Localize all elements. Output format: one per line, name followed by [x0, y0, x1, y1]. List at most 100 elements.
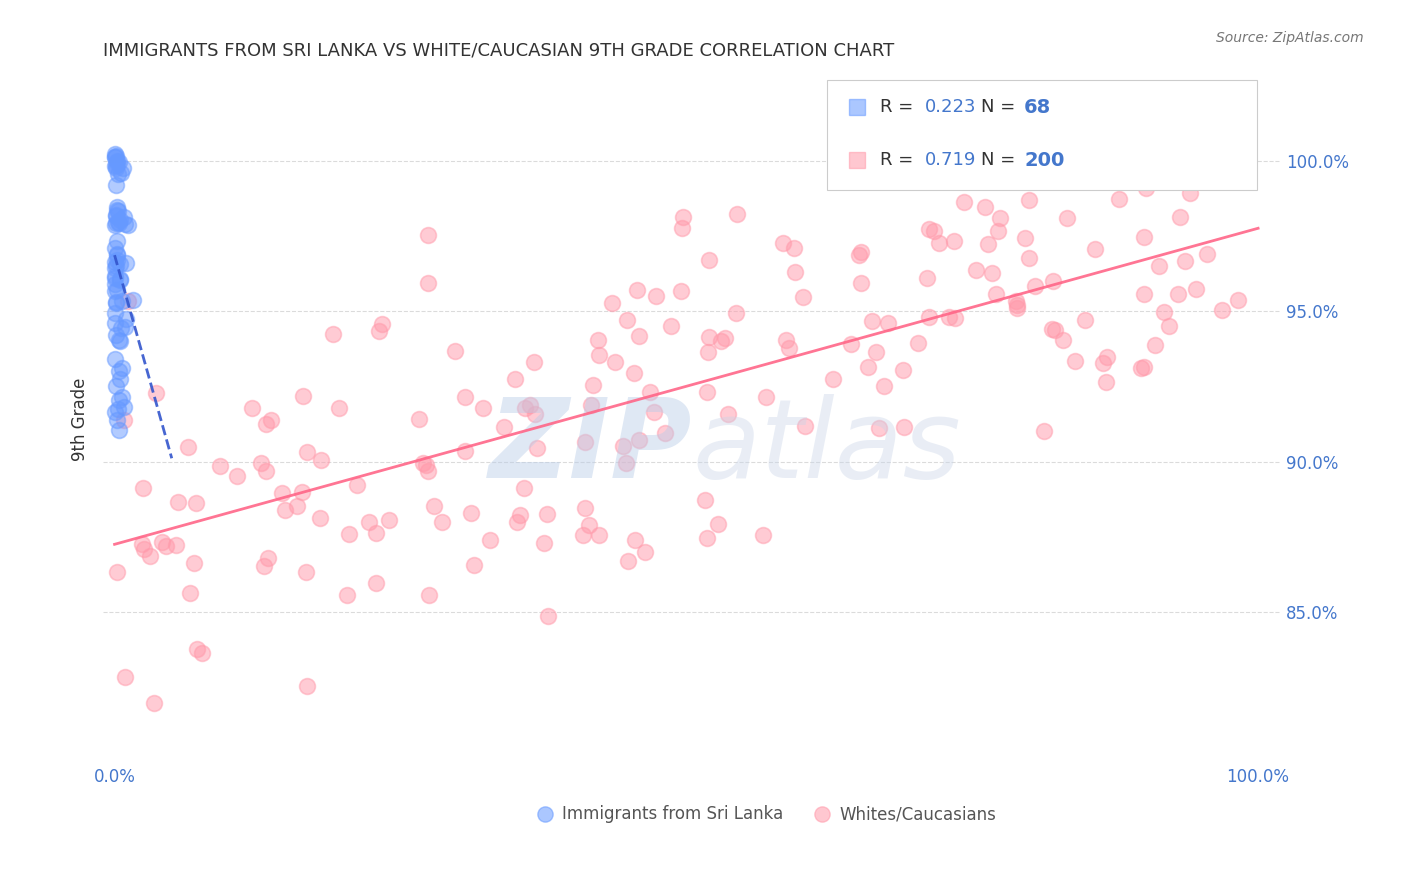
Point	[1064, 353, 1087, 368]
Point	[1157, 318, 1180, 333]
Point	[984, 287, 1007, 301]
Point	[918, 310, 941, 325]
Point	[1173, 254, 1195, 268]
Point	[114, 210, 136, 224]
Point	[696, 345, 718, 359]
Point	[108, 364, 131, 378]
Point	[121, 293, 143, 308]
Point	[697, 252, 720, 267]
Point	[922, 224, 945, 238]
Point	[110, 334, 132, 348]
Point	[717, 407, 740, 421]
Point	[105, 178, 128, 192]
Point	[114, 670, 136, 684]
Point	[105, 203, 128, 218]
Point	[295, 565, 318, 579]
Point	[254, 417, 277, 432]
Point	[165, 538, 187, 552]
Point	[1010, 173, 1032, 187]
Point	[367, 324, 389, 338]
Point	[628, 434, 651, 448]
Point	[131, 537, 153, 551]
Point	[104, 209, 127, 223]
Point	[155, 539, 177, 553]
Point	[463, 558, 485, 573]
Point	[877, 316, 900, 330]
Point	[725, 207, 748, 221]
Point	[644, 289, 666, 303]
Point	[586, 334, 609, 348]
Point	[755, 390, 778, 404]
Point	[1185, 282, 1208, 296]
Point	[1005, 293, 1028, 308]
Point	[1170, 138, 1192, 153]
Point	[533, 536, 555, 550]
Point	[1095, 376, 1118, 390]
Point	[988, 211, 1011, 226]
Point	[713, 331, 735, 345]
Point	[366, 525, 388, 540]
Point	[107, 334, 129, 348]
Point	[105, 161, 128, 176]
Point	[114, 255, 136, 269]
Point	[108, 257, 131, 271]
Point	[107, 402, 129, 417]
Point	[778, 341, 800, 355]
Text: R =: R =	[880, 98, 920, 117]
Point	[1153, 305, 1175, 319]
Point	[104, 316, 127, 330]
Point	[1060, 159, 1083, 173]
Point	[643, 405, 665, 419]
Point	[792, 290, 814, 304]
Point	[114, 217, 136, 231]
Point	[104, 150, 127, 164]
Point	[1147, 260, 1170, 274]
Point	[105, 283, 128, 297]
Point	[110, 390, 132, 404]
Point	[526, 441, 548, 455]
Point	[953, 194, 976, 209]
Point	[943, 311, 966, 326]
Point	[108, 213, 131, 227]
Point	[1135, 180, 1157, 194]
Point	[105, 247, 128, 261]
Point	[851, 276, 873, 290]
Point	[104, 284, 127, 298]
Point	[107, 204, 129, 219]
Point	[104, 306, 127, 320]
Point	[574, 501, 596, 516]
Point	[513, 401, 536, 415]
Point	[907, 336, 929, 351]
Point	[274, 503, 297, 517]
Point	[186, 496, 208, 510]
Point	[104, 218, 127, 232]
Point	[772, 235, 794, 250]
Point	[418, 588, 440, 602]
Point	[291, 485, 314, 500]
Point	[104, 255, 127, 269]
Point	[707, 516, 730, 531]
Point	[104, 271, 127, 285]
Point	[1014, 231, 1036, 245]
Point	[1108, 192, 1130, 206]
Point	[839, 336, 862, 351]
Point	[1043, 323, 1066, 337]
Point	[1167, 286, 1189, 301]
Point	[370, 317, 392, 331]
Point	[634, 545, 657, 559]
Point	[112, 161, 135, 175]
Point	[848, 248, 870, 262]
Point	[893, 420, 915, 434]
Point	[111, 293, 134, 308]
Point	[167, 495, 190, 509]
Point	[1040, 322, 1063, 336]
Point	[571, 527, 593, 541]
Point	[1091, 356, 1114, 370]
Point	[654, 426, 676, 441]
Point	[1195, 247, 1218, 261]
Point	[1033, 424, 1056, 438]
Point	[1133, 230, 1156, 244]
Point	[107, 167, 129, 181]
Point	[693, 492, 716, 507]
Point	[710, 334, 733, 348]
